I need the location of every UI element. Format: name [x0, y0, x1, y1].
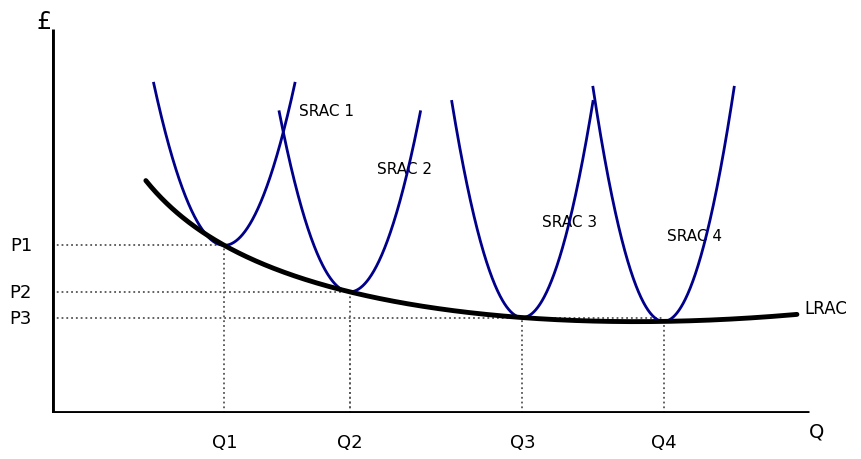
Text: Q4: Q4	[650, 433, 676, 451]
Text: SRAC 4: SRAC 4	[666, 228, 722, 243]
Text: Q3: Q3	[509, 433, 535, 451]
Text: Q2: Q2	[337, 433, 362, 451]
Text: P2: P2	[9, 283, 32, 301]
Text: Q: Q	[808, 421, 823, 440]
Text: LRAC: LRAC	[804, 299, 846, 317]
Text: SRAC 3: SRAC 3	[542, 215, 597, 230]
Text: £: £	[36, 10, 52, 34]
Text: P1: P1	[9, 237, 32, 255]
Text: P3: P3	[9, 309, 32, 327]
Text: SRAC 2: SRAC 2	[377, 162, 431, 177]
Text: Q1: Q1	[211, 433, 237, 451]
Text: SRAC 1: SRAC 1	[299, 104, 353, 119]
